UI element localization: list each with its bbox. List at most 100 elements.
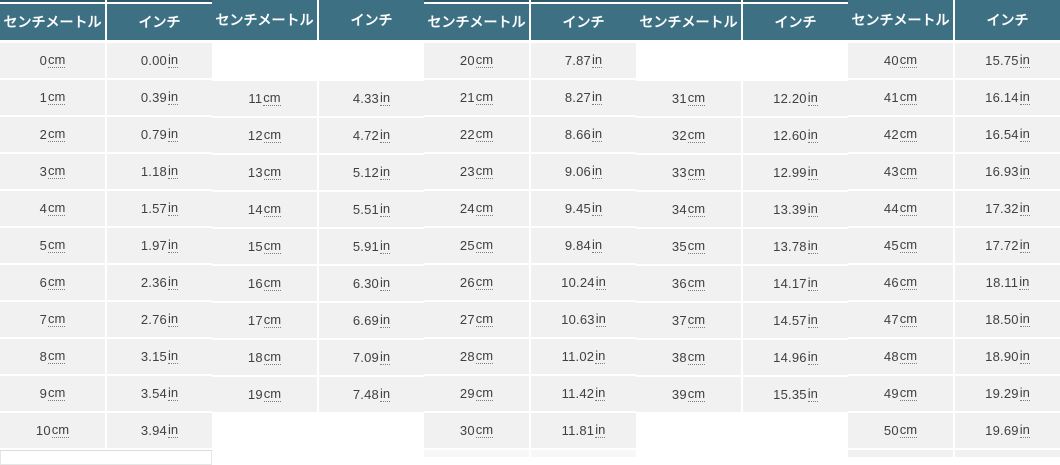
cm-value: 14 [247,202,263,217]
in-cell: 12.20 in [743,81,848,116]
cm-unit-abbr: cm [475,384,494,402]
cm-value: 5 [39,238,48,253]
in-unit-abbr: in [167,162,179,180]
cm-value: 25 [459,238,475,253]
cm-value: 49 [883,386,899,401]
cm-value: 12 [247,128,263,143]
in-unit-abbr: in [1019,236,1030,254]
table-row: 16 cm 6.30 in [212,266,424,301]
cm-cell: 25 cm [424,228,529,263]
in-unit-abbr: in [807,126,818,144]
in-value: 19.69 [985,423,1019,438]
cm-unit-abbr: cm [899,162,918,180]
cm-cell: 5 cm [0,228,105,263]
cm-cell: 42 cm [848,117,953,152]
cm-value: 27 [459,312,475,327]
in-unit-abbr: in [595,384,606,402]
table-row: 17 cm 6.69 in [212,303,424,338]
next-row-sliver [424,450,636,457]
cm-cell: 18 cm [212,340,317,375]
cm-value: 19 [247,387,263,402]
cm-cell: 46 cm [848,265,953,300]
in-unit-abbr: in [807,385,818,403]
cm-cell: 47 cm [848,302,953,337]
cm-value: 8 [39,349,48,364]
cm-unit-abbr: cm [263,163,282,181]
cm-cell: 45 cm [848,228,953,263]
cm-cell: 39 cm [636,377,741,412]
cm-to-in-table-31-39: センチメートル インチ 31 cm 12.20 in 32 cm 12.60 in 33 cm 12.9… [636,0,848,465]
in-cell: 0.39 in [107,80,212,115]
table-row: 47 cm 18.50 in [848,302,1060,337]
in-cell: 7.48 in [319,377,424,412]
in-unit-abbr: in [379,200,391,218]
cm-value: 40 [883,53,899,68]
table-row: 29 cm 11.42 in [424,376,636,411]
in-value: 17.72 [985,238,1019,253]
in-unit-abbr: in [167,199,179,217]
table-row: 12 cm 4.72 in [212,118,424,153]
in-value: 11.02 [561,349,595,364]
in-unit-abbr: in [379,237,391,255]
in-cell: 7.09 in [319,340,424,375]
cm-value: 28 [459,349,475,364]
in-unit-abbr: in [379,163,391,181]
in-cell: 3.54 in [107,376,212,411]
cm-to-in-table-0-10: センチメートル インチ 0 cm 0.00 in 1 cm 0.39 in 2 cm 0.79 in 3 cm… [0,0,212,465]
cm-value: 33 [671,165,687,180]
cm-value: 22 [459,127,475,142]
in-cell: 4.72 in [319,118,424,153]
in-value: 5.91 [352,239,379,254]
cm-cell: 4 cm [0,191,105,226]
in-value: 5.12 [352,165,379,180]
in-cell: 16.93 in [955,154,1060,189]
in-value: 3.15 [140,349,167,364]
cm-unit-abbr: cm [687,200,706,218]
cm-cell: 11 cm [212,81,317,116]
cm-cell: 34 cm [636,192,741,227]
cm-cell: 29 cm [424,376,529,411]
in-unit-abbr: in [1019,421,1030,439]
in-cell: 5.51 in [319,192,424,227]
cm-value: 9 [39,386,48,401]
in-unit-abbr: in [1019,384,1030,402]
in-cell: 3.15 in [107,339,212,374]
table-body: 40 cm 15.75 in 41 cm 16.14 in 42 cm 16.54 in 43 cm 16.… [848,43,1060,457]
in-unit-abbr: in [807,89,818,107]
in-value: 8.66 [564,127,591,142]
table-row: 44 cm 17.32 in [848,191,1060,226]
cm-value: 11 [248,91,263,106]
next-row-sliver [848,450,1060,457]
cm-value: 3 [39,164,48,179]
next-row-sliver-cell [955,450,1060,457]
in-cell: 9.06 in [531,154,636,189]
in-unit-abbr: in [167,236,179,254]
in-unit-abbr: in [167,88,179,106]
in-cell: 2.76 in [107,302,212,337]
cm-unit-abbr: cm [475,162,494,180]
cm-value: 38 [671,350,687,365]
in-value: 11.81 [561,423,595,438]
cm-cell: 41 cm [848,80,953,115]
in-value: 14.57 [773,313,807,328]
in-value: 18.90 [985,349,1019,364]
cm-value: 13 [247,165,263,180]
header-centimeters: センチメートル [636,4,741,40]
table-row: 7 cm 2.76 in [0,302,212,337]
cm-unit-abbr: cm [899,310,918,328]
in-unit-abbr: in [595,273,606,291]
in-cell: 5.12 in [319,155,424,190]
table-top-edge-segment [636,0,741,2]
cm-unit-abbr: cm [475,88,494,106]
table-row: 37 cm 14.57 in [636,303,848,338]
in-unit-abbr: in [807,237,818,255]
table-header-row: センチメートル インチ [848,0,1060,40]
cm-cell: 37 cm [636,303,741,338]
table-row: 40 cm 15.75 in [848,43,1060,78]
in-unit-abbr: in [591,125,603,143]
in-value: 1.18 [140,164,167,179]
in-cell: 8.27 in [531,80,636,115]
in-cell: 16.14 in [955,80,1060,115]
in-value: 16.93 [985,164,1019,179]
table-row: 13 cm 5.12 in [212,155,424,190]
